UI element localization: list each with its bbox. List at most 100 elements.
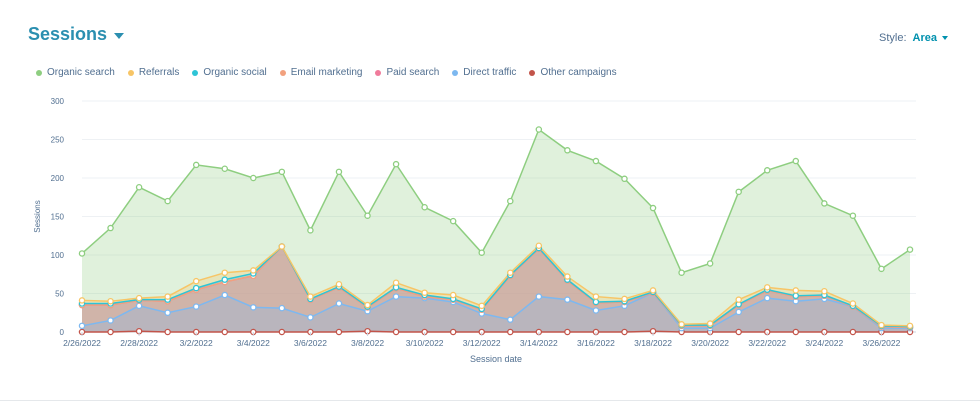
y-tick-label: 200 — [51, 174, 65, 183]
point-other-campaigns — [449, 328, 457, 336]
point-organic-search — [421, 204, 428, 211]
point-other-campaigns — [792, 328, 800, 336]
point-organic-search — [849, 212, 857, 219]
point-other-campaigns — [278, 328, 286, 336]
point-direct-traffic — [735, 308, 742, 316]
point-organic-search — [164, 197, 171, 205]
x-tick-label: 3/20/2022 — [691, 338, 729, 348]
line-other-campaigns — [82, 330, 910, 333]
style-value[interactable]: Area — [912, 32, 937, 44]
point-direct-traffic — [592, 307, 600, 314]
point-organic-search — [564, 147, 571, 154]
point-referrals — [164, 293, 171, 300]
point-organic-search — [792, 157, 800, 165]
legend-dot-icon — [279, 69, 286, 76]
legend-item-paid-search[interactable]: Paid search — [375, 67, 439, 78]
point-referrals — [307, 293, 314, 300]
point-referrals — [478, 302, 485, 310]
legend-item-email-marketing[interactable]: Email marketing — [279, 67, 363, 78]
point-referrals — [135, 294, 143, 302]
point-direct-traffic — [278, 304, 286, 312]
x-tick-label: 3/22/2022 — [748, 338, 786, 348]
point-direct-traffic — [250, 304, 257, 311]
y-tick-label: 0 — [60, 328, 65, 337]
y-tick-label: 300 — [51, 97, 65, 106]
point-referrals — [906, 322, 914, 330]
point-organic-search — [507, 197, 514, 205]
line-organic-social — [82, 245, 911, 328]
x-tick-label: 2/26/2022 — [63, 338, 101, 348]
point-direct-traffic — [164, 309, 171, 316]
legend-label: Email marketing — [290, 67, 363, 78]
point-organic-search — [221, 165, 229, 173]
x-tick-label: 3/16/2022 — [577, 338, 615, 348]
y-axis-label: Sessions — [33, 200, 42, 232]
point-referrals — [507, 269, 514, 276]
point-organic-search — [535, 126, 543, 133]
point-referrals — [849, 300, 857, 307]
point-other-campaigns — [107, 328, 114, 336]
point-organic-search — [621, 175, 628, 183]
x-tick-label: 3/2/2022 — [180, 338, 213, 348]
point-referrals — [392, 279, 400, 286]
point-organic-search — [706, 260, 714, 267]
point-other-campaigns — [392, 328, 400, 336]
point-other-campaigns — [621, 328, 628, 336]
x-tick-label: 3/24/2022 — [805, 338, 843, 348]
x-tick-label: 3/14/2022 — [520, 338, 558, 348]
point-organic-search — [78, 250, 86, 257]
line-referrals — [81, 244, 911, 327]
y-tick-label: 50 — [55, 290, 64, 299]
point-referrals — [706, 320, 714, 327]
style-selector[interactable]: Style: Area — [879, 32, 948, 44]
point-direct-traffic — [763, 294, 771, 302]
point-organic-search — [678, 269, 685, 276]
line-organic-search — [81, 128, 911, 274]
point-referrals — [78, 297, 86, 304]
point-organic-search — [906, 246, 914, 253]
point-other-campaigns — [221, 328, 229, 336]
point-organic-search — [649, 204, 657, 212]
point-other-campaigns — [507, 328, 514, 336]
point-referrals — [678, 321, 685, 328]
legend-label: Other campaigns — [540, 67, 617, 78]
legend-item-organic-search[interactable]: Organic search — [36, 67, 115, 78]
area-organic-search — [82, 129, 910, 332]
x-tick-label: 3/18/2022 — [634, 338, 672, 348]
legend-item-organic-social[interactable]: Organic social — [192, 67, 267, 78]
sessions-dropdown[interactable]: Sessions — [28, 24, 125, 45]
point-organic-social — [221, 276, 229, 283]
x-tick-label: 3/26/2022 — [863, 338, 901, 348]
legend-item-other-campaigns[interactable]: Other campaigns — [529, 67, 617, 78]
point-referrals — [649, 287, 657, 294]
point-direct-traffic — [192, 303, 200, 310]
point-referrals — [221, 269, 229, 276]
point-referrals — [592, 293, 600, 300]
legend-label: Paid search — [386, 67, 440, 78]
point-referrals — [278, 243, 286, 250]
legend-dot-icon — [452, 69, 459, 76]
point-direct-traffic — [335, 300, 343, 307]
point-referrals — [564, 273, 571, 280]
legend-dot-icon — [36, 69, 42, 76]
x-axis-label: Session date — [470, 354, 522, 364]
point-organic-search — [335, 168, 343, 176]
point-other-campaigns — [735, 328, 742, 336]
style-label: Style: — [879, 32, 907, 44]
chevron-down-icon — [942, 36, 948, 40]
point-referrals — [763, 284, 771, 291]
legend-item-direct-traffic[interactable]: Direct traffic — [452, 67, 516, 78]
point-other-campaigns — [335, 328, 343, 336]
chart-legend: Organic search Referrals Organic social Ema… — [36, 67, 630, 78]
line-direct-traffic — [81, 291, 910, 329]
legend-item-referrals[interactable]: Referrals — [127, 67, 179, 78]
point-referrals — [449, 291, 457, 299]
point-direct-traffic — [535, 293, 543, 300]
point-organic-search — [307, 227, 314, 234]
point-referrals — [364, 301, 371, 309]
point-organic-search — [192, 161, 200, 169]
point-organic-search — [250, 174, 257, 182]
point-direct-traffic — [564, 296, 571, 303]
point-organic-search — [107, 224, 114, 232]
